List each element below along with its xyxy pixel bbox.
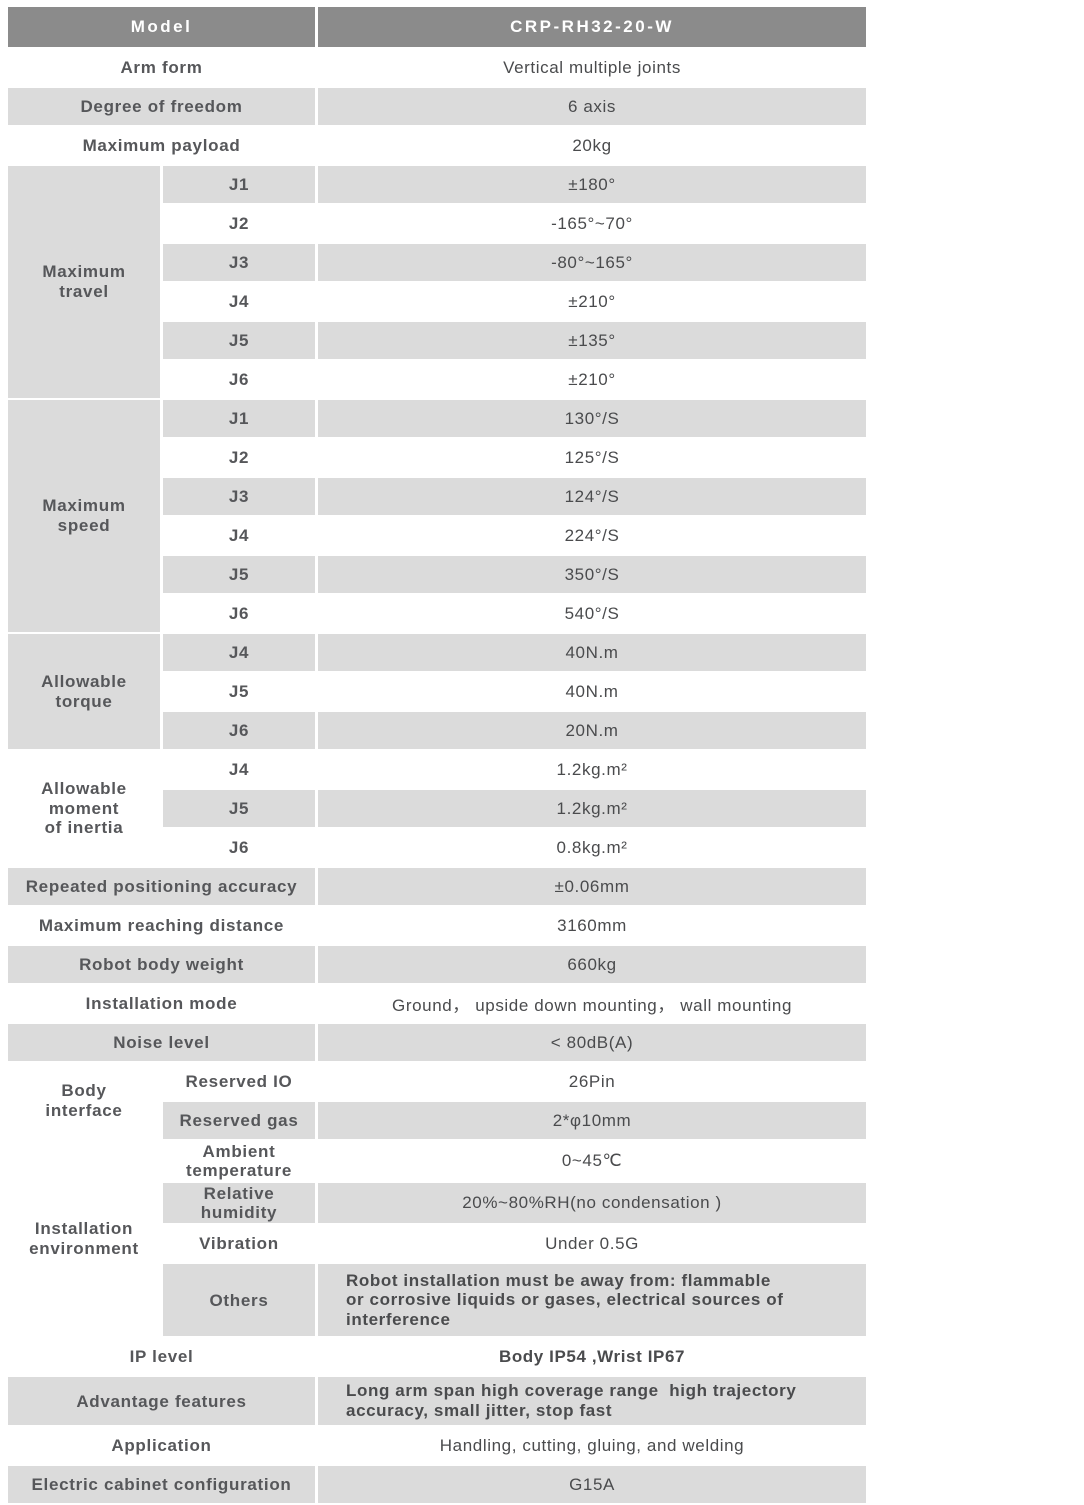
spec-label-electric-cabinet-configuration: Electric cabinet configuration [8, 1466, 316, 1504]
group-label-body-interface: Body interface [8, 1063, 160, 1139]
joint-value: 0.8kg.m² [318, 829, 867, 866]
joint-value: 40N.m [318, 673, 867, 710]
joint-value: 350°/S [318, 556, 867, 593]
spec-value-maximum-payload: 20kg [318, 127, 867, 164]
spec-value-relative-humidity: 20%~80%RH(no condensation ) [318, 1183, 867, 1224]
joint-value: ±210° [318, 361, 867, 398]
joint-label: J6 [163, 595, 316, 632]
sub-label-vibration: Vibration [163, 1225, 316, 1263]
group-label-installation-environment: Installation environment [8, 1141, 160, 1337]
model-header-value: CRP-RH32-20-W [318, 7, 867, 47]
joint-value: 125°/S [318, 439, 867, 476]
joint-value: 1.2kg.m² [318, 790, 867, 827]
spec-value-installation-mode: Ground， upside down mounting， wall mount… [318, 985, 867, 1022]
joint-label: J6 [163, 829, 316, 866]
spec-label-installation-mode: Installation mode [8, 985, 316, 1022]
joint-value: 1.2kg.m² [318, 751, 867, 788]
joint-label: J1 [163, 166, 316, 203]
sub-label-reserved-io: Reserved IO [163, 1063, 316, 1100]
joint-value: 40N.m [318, 634, 867, 671]
spec-label-application: Application [8, 1427, 316, 1465]
spec-value-advantage-features: Long arm span high coverage range high t… [318, 1377, 867, 1426]
spec-value-electric-cabinet-configuration: G15A [318, 1466, 867, 1504]
group-label-maximum-speed: Maximum speed [8, 400, 160, 632]
joint-label: J4 [163, 751, 316, 788]
sub-label-reserved-gas: Reserved gas [163, 1102, 316, 1139]
spec-sheet-page: Model CRP-RH32-20-W Arm form Vertical mu… [8, 7, 867, 1504]
joint-value: 20N.m [318, 712, 867, 749]
joint-label: J4 [163, 283, 316, 320]
spec-label-degree-of-freedom: Degree of freedom [8, 88, 316, 125]
joint-label: J4 [163, 634, 316, 671]
group-label-allowable-moment-of-inertia: Allowable moment of inertia [8, 751, 160, 866]
joint-value: 540°/S [318, 595, 867, 632]
joint-label: J2 [163, 439, 316, 476]
joint-value: -80°~165° [318, 244, 867, 281]
spec-label-repeated-positioning-accuracy: Repeated positioning accuracy [8, 868, 316, 905]
joint-value: ±210° [318, 283, 867, 320]
group-label-maximum-travel: Maximum travel [8, 166, 160, 398]
spec-label-maximum-reaching-distance: Maximum reaching distance [8, 907, 316, 944]
spec-value-ambient-temperature: 0~45℃ [318, 1141, 867, 1182]
spec-label-arm-form: Arm form [8, 49, 316, 86]
specification-table: Model CRP-RH32-20-W Arm form Vertical mu… [5, 5, 869, 1505]
spec-value-others: Robot installation must be away from: fl… [318, 1264, 867, 1337]
joint-label: J5 [163, 790, 316, 827]
joint-value: ±135° [318, 322, 867, 359]
spec-value-application: Handling, cutting, gluing, and welding [318, 1427, 867, 1465]
spec-label-ip-level: IP level [8, 1338, 316, 1376]
spec-value-reserved-io: 26Pin [318, 1063, 867, 1100]
joint-value: -165°~70° [318, 205, 867, 242]
sub-label-others: Others [163, 1264, 316, 1337]
joint-value: ±180° [318, 166, 867, 203]
spec-value-noise-level: < 80dB(A) [318, 1024, 867, 1061]
spec-value-degree-of-freedom: 6 axis [318, 88, 867, 125]
joint-value: 224°/S [318, 517, 867, 554]
sub-label-relative-humidity: Relative humidity [163, 1183, 316, 1224]
joint-label: J4 [163, 517, 316, 554]
joint-value: 130°/S [318, 400, 867, 437]
joint-label: J3 [163, 478, 316, 515]
spec-value-arm-form: Vertical multiple joints [318, 49, 867, 86]
spec-value-robot-body-weight: 660kg [318, 946, 867, 983]
joint-label: J5 [163, 673, 316, 710]
spec-label-robot-body-weight: Robot body weight [8, 946, 316, 983]
spec-label-noise-level: Noise level [8, 1024, 316, 1061]
joint-label: J5 [163, 556, 316, 593]
joint-label: J1 [163, 400, 316, 437]
joint-label: J5 [163, 322, 316, 359]
spec-value-maximum-reaching-distance: 3160mm [318, 907, 867, 944]
joint-value: 124°/S [318, 478, 867, 515]
spec-value-repeated-positioning-accuracy: ±0.06mm [318, 868, 867, 905]
joint-label: J6 [163, 361, 316, 398]
joint-label: J2 [163, 205, 316, 242]
joint-label: J6 [163, 712, 316, 749]
spec-value-reserved-gas: 2*φ10mm [318, 1102, 867, 1139]
joint-label: J3 [163, 244, 316, 281]
spec-label-maximum-payload: Maximum payload [8, 127, 316, 164]
sub-label-ambient-temperature: Ambient temperature [163, 1141, 316, 1182]
spec-label-advantage-features: Advantage features [8, 1377, 316, 1426]
model-header-label: Model [8, 7, 316, 47]
spec-value-vibration: Under 0.5G [318, 1225, 867, 1263]
group-label-allowable-torque: Allowable torque [8, 634, 160, 749]
spec-value-ip-level: Body IP54 ,Wrist IP67 [318, 1338, 867, 1376]
